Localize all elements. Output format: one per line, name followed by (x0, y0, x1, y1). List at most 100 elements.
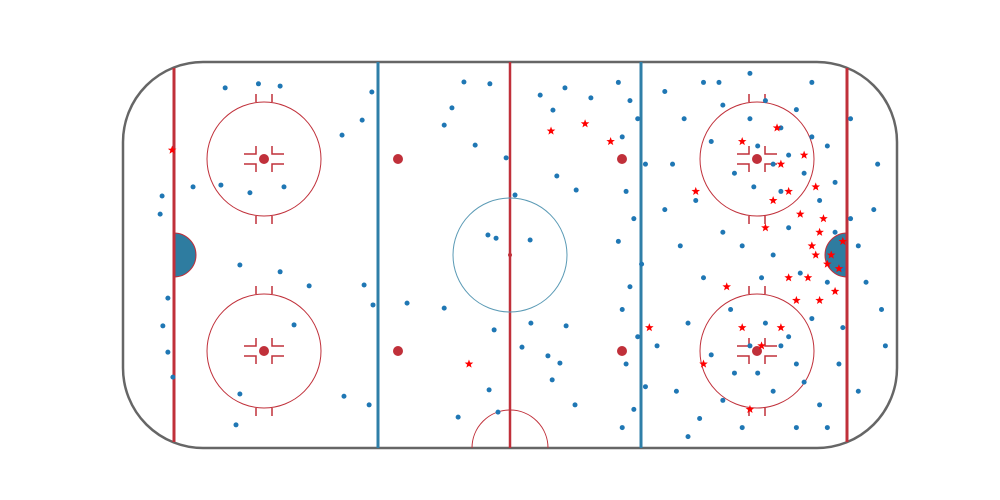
goal-marker (745, 404, 755, 414)
shot-marker (472, 142, 478, 148)
shot-marker (701, 79, 706, 85)
goal-marker (761, 223, 770, 232)
goal-marker (811, 182, 821, 191)
shot-marker (619, 425, 625, 431)
goal-marker (819, 214, 828, 223)
shot-marker (871, 207, 877, 213)
shot-marker (233, 422, 239, 428)
shot-marker (247, 190, 253, 196)
goal-marker (691, 186, 701, 196)
shot-marker (623, 361, 629, 367)
shot-marker (731, 370, 737, 376)
shot-marker (554, 173, 560, 179)
shot-marker (863, 279, 869, 285)
goal-marker (803, 273, 813, 282)
shot-marker (855, 243, 861, 249)
faceoff-circles (206, 101, 815, 409)
shot-marker (755, 143, 761, 149)
goal-marker (834, 264, 844, 273)
shot-marker (642, 384, 648, 390)
shot-marker (486, 387, 492, 393)
shot-marker (708, 138, 714, 144)
shot-marker (642, 161, 648, 167)
shot-marker (716, 79, 722, 85)
shot-marker (786, 334, 792, 340)
shot-marker (762, 98, 768, 104)
shot-marker (627, 284, 633, 290)
shot-marker (441, 305, 447, 311)
shot-marker (720, 229, 726, 235)
crease (173, 232, 197, 278)
goal-marker (645, 323, 654, 332)
shot-marker (491, 327, 497, 333)
shot-marker (747, 70, 753, 76)
shot-marker (550, 107, 556, 113)
shot-marker (840, 325, 846, 331)
shot-marker (809, 79, 815, 85)
shot-marker (770, 161, 776, 167)
goal-marker (580, 119, 590, 128)
shot-marker (793, 361, 799, 367)
shot-marker (662, 89, 668, 95)
shot-marker (277, 269, 283, 275)
shot-marker (797, 270, 803, 276)
shot-marker (160, 323, 166, 329)
shot-marker (615, 238, 621, 244)
shot-marker (291, 322, 297, 328)
shot-marker (801, 379, 807, 385)
shot-marker (404, 300, 410, 306)
shot-marker (619, 134, 625, 140)
shot-marker (708, 352, 714, 358)
shot-marker (693, 198, 699, 204)
goal-marker (776, 323, 786, 332)
shot-marker (809, 134, 815, 140)
goal-marker (830, 286, 840, 295)
shot-marker (786, 152, 792, 158)
shot-marker (277, 83, 283, 89)
shot-marker (359, 117, 365, 123)
shot-marker (677, 243, 683, 249)
shot-marker (778, 188, 784, 194)
goal-marker (722, 282, 731, 291)
goal-marker (784, 186, 793, 196)
goal-marker (815, 227, 824, 236)
shot-marker (801, 170, 807, 176)
shot-marker (685, 434, 691, 440)
shot-marker (770, 388, 776, 394)
goal-marker (737, 136, 747, 146)
shot-marker (654, 343, 660, 349)
shot-marker (875, 161, 881, 167)
shot-marker (662, 207, 668, 213)
shot-marker (778, 343, 784, 349)
goal-marker (792, 295, 801, 305)
goal-marker (464, 359, 474, 368)
shot-marker (635, 116, 641, 122)
goal-marker (826, 250, 836, 259)
shot-marker (619, 306, 625, 312)
shot-marker (449, 105, 455, 111)
goal-marker (795, 209, 805, 218)
rink (121, 60, 899, 450)
shot-marker (190, 184, 196, 190)
shot-marker (588, 95, 594, 101)
shot-marker (848, 216, 854, 222)
shot-marker (824, 425, 830, 431)
goal-marker (799, 150, 809, 159)
goal-marker (784, 273, 793, 282)
shot-marker (809, 316, 815, 322)
shot-marker (786, 225, 792, 231)
shot-marker (793, 425, 799, 431)
shot-marker (487, 81, 493, 87)
shot-marker (339, 132, 345, 138)
shot-marker (512, 192, 518, 198)
shot-marker (573, 187, 579, 193)
shot-marker (255, 81, 261, 87)
shot-marker (720, 397, 726, 403)
shot-marker (623, 188, 629, 194)
shot-marker (461, 79, 467, 85)
shot-marker (361, 282, 367, 288)
shot-marker (855, 388, 861, 394)
shot-marker (170, 374, 176, 380)
shot-marker (159, 193, 165, 199)
shot-marker (762, 320, 768, 326)
